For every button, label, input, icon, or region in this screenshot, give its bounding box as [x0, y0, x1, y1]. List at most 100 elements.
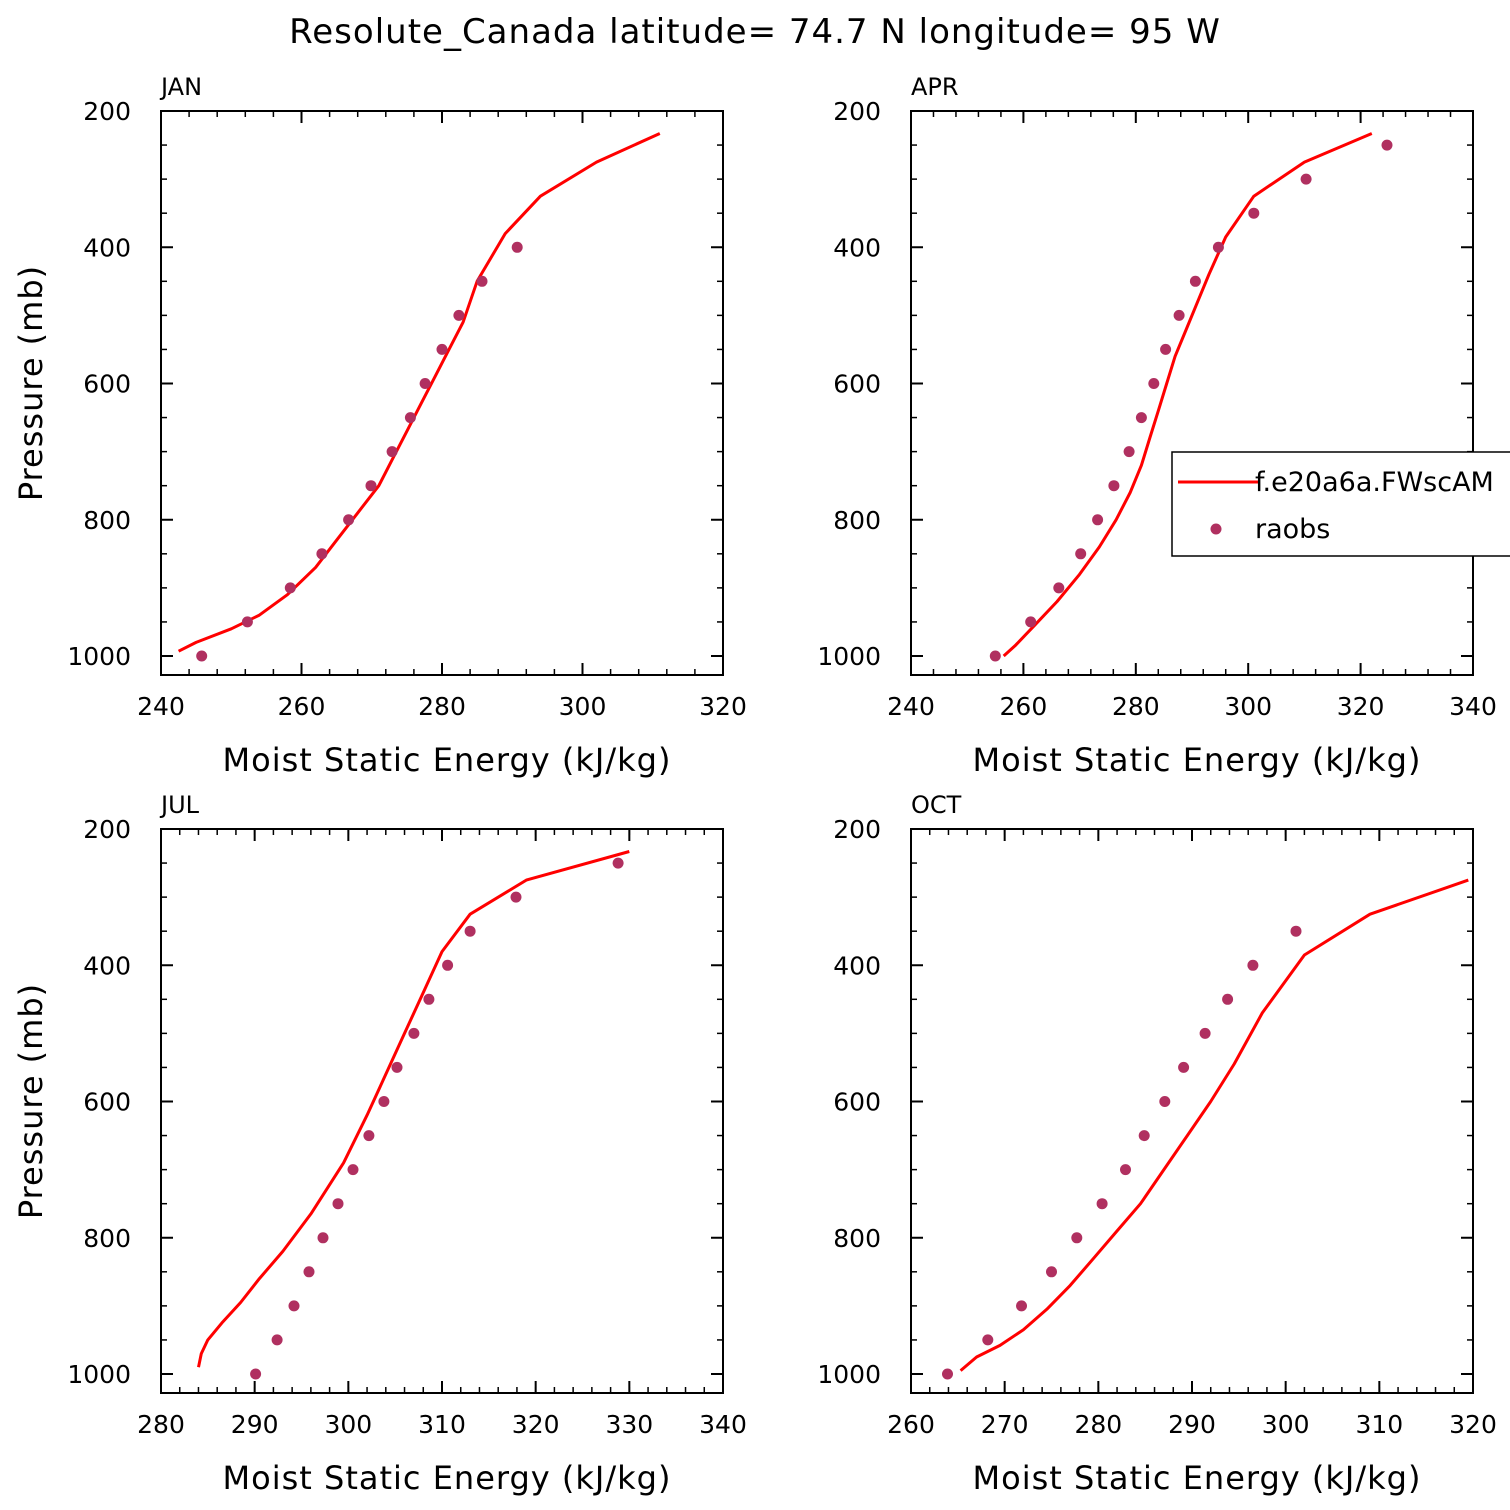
x-tick-label: 280 — [137, 1410, 185, 1439]
y-tick-label: 600 — [83, 370, 131, 399]
raobs-point — [343, 514, 355, 526]
raobs-point — [476, 275, 488, 287]
x-tick-label: 300 — [324, 1410, 372, 1439]
x-tick-label: 290 — [231, 1410, 279, 1439]
raobs-point — [419, 378, 431, 389]
raobs-point — [1212, 241, 1224, 253]
raobs-point — [1148, 378, 1160, 389]
x-tick-label: 330 — [605, 1410, 653, 1439]
y-tick-label: 200 — [83, 815, 131, 844]
raobs-point — [1025, 616, 1037, 628]
x-tick-label: 340 — [1449, 692, 1497, 721]
raobs-point — [1120, 1164, 1131, 1176]
y-tick-label: 800 — [833, 1224, 881, 1253]
raobs-point — [1053, 582, 1065, 594]
x-tick-label: 310 — [1355, 1410, 1403, 1439]
x-tick-label: 270 — [981, 1410, 1029, 1439]
y-tick-label: 1000 — [67, 642, 131, 671]
raobs-point — [453, 309, 465, 321]
x-tick-label: 300 — [1224, 692, 1272, 721]
chart-panel-jan: JAN 240 260 280 300 320 200 400 600 800 1000 Moist … — [12, 73, 747, 779]
y-axis-label: Pressure (mb) — [12, 265, 50, 501]
x-tick-label: 240 — [137, 692, 185, 721]
raobs-point — [316, 548, 328, 560]
raobs-point — [1189, 275, 1201, 287]
y-tick-label: 600 — [833, 1088, 881, 1117]
raobs-point — [1173, 309, 1185, 321]
legend-box — [1171, 451, 1510, 557]
y-tick-label: 600 — [83, 1088, 131, 1117]
chart-panel-oct: OCT 260 270 280 290 300 310 320 200 400 600 800 1000… — [817, 791, 1496, 1497]
raobs-point — [1123, 446, 1135, 458]
y-tick-label: 200 — [83, 97, 131, 126]
model-line-oct — [959, 878, 1469, 1372]
y-tick-label: 200 — [833, 97, 881, 126]
y-tick-label: 400 — [83, 233, 131, 262]
x-tick-label: 320 — [1337, 692, 1385, 721]
panel-label: JUL — [159, 791, 200, 819]
x-tick-label: 280 — [1074, 1410, 1122, 1439]
chart-panel-jul: JUL 280 290 300 310 320 330 340 200 400 600 800 1000… — [12, 791, 747, 1497]
raobs-point — [1108, 480, 1120, 492]
x-tick-label: 310 — [418, 1410, 466, 1439]
y-axis-label: Pressure (mb) — [12, 983, 50, 1219]
raobs-point — [510, 891, 522, 903]
x-axis-label: Moist Static Energy (kJ/kg) — [223, 741, 672, 779]
raobs-point — [332, 1198, 344, 1210]
x-axis-label: Moist Static Energy (kJ/kg) — [973, 741, 1422, 779]
raobs-point — [1071, 1232, 1083, 1244]
legend-entry-model: f.e20a6a.FWscAM — [1255, 467, 1494, 498]
plot-frame — [910, 828, 1474, 1394]
model-line-jul — [197, 850, 630, 1368]
raobs-point — [284, 582, 296, 594]
legend-marker-swatch — [1210, 523, 1222, 535]
y-tick-label: 600 — [833, 370, 881, 399]
raobs-point — [1135, 412, 1147, 424]
raobs-point — [347, 1164, 359, 1176]
y-tick-label: 200 — [833, 815, 881, 844]
raobs-point — [1300, 173, 1312, 185]
raobs-point — [1159, 1096, 1171, 1107]
chart-panel-apr: APR 240 260 280 300 320 340 200 400 600 800 1000 Moi… — [817, 73, 1496, 779]
legend-entry-raobs: raobs — [1255, 514, 1330, 545]
raobs-point — [1247, 959, 1259, 971]
x-tick-label: 280 — [418, 692, 466, 721]
raobs-point — [436, 343, 448, 355]
panel-label: APR — [911, 73, 959, 101]
x-axis-label: Moist Static Energy (kJ/kg) — [973, 1459, 1422, 1497]
x-tick-label: 280 — [1112, 692, 1160, 721]
raobs-point — [241, 616, 253, 628]
raobs-point — [391, 1061, 403, 1073]
plot-frame — [160, 110, 724, 676]
raobs-point — [989, 650, 1001, 662]
raobs-point — [982, 1334, 994, 1346]
raobs-point — [1138, 1130, 1150, 1142]
raobs-point — [1381, 139, 1393, 151]
y-tick-label: 1000 — [817, 642, 881, 671]
raobs-point — [1096, 1198, 1108, 1210]
raobs-point — [386, 446, 398, 458]
raobs-point — [196, 650, 208, 662]
panel-label: OCT — [911, 791, 962, 819]
x-tick-label: 300 — [559, 692, 607, 721]
x-tick-label: 320 — [1449, 1410, 1497, 1439]
raobs-point — [1075, 548, 1087, 560]
plot-frame — [160, 828, 724, 1394]
x-tick-label: 290 — [1168, 1410, 1216, 1439]
raobs-point — [1092, 514, 1104, 526]
y-tick-label: 400 — [833, 951, 881, 980]
raobs-point — [250, 1368, 262, 1380]
raobs-point — [1248, 207, 1260, 219]
y-tick-label: 800 — [83, 506, 131, 535]
plot-frame — [910, 110, 1474, 676]
raobs-point — [317, 1232, 329, 1244]
raobs-point — [612, 857, 624, 869]
raobs-point — [1160, 343, 1172, 355]
raobs-point — [423, 993, 435, 1005]
raobs-point — [1199, 1027, 1211, 1039]
page-title: Resolute_Canada latitude= 74.7 N longitu… — [289, 12, 1221, 52]
raobs-point — [365, 480, 377, 492]
y-tick-label: 800 — [83, 1224, 131, 1253]
raobs-point — [378, 1096, 390, 1107]
